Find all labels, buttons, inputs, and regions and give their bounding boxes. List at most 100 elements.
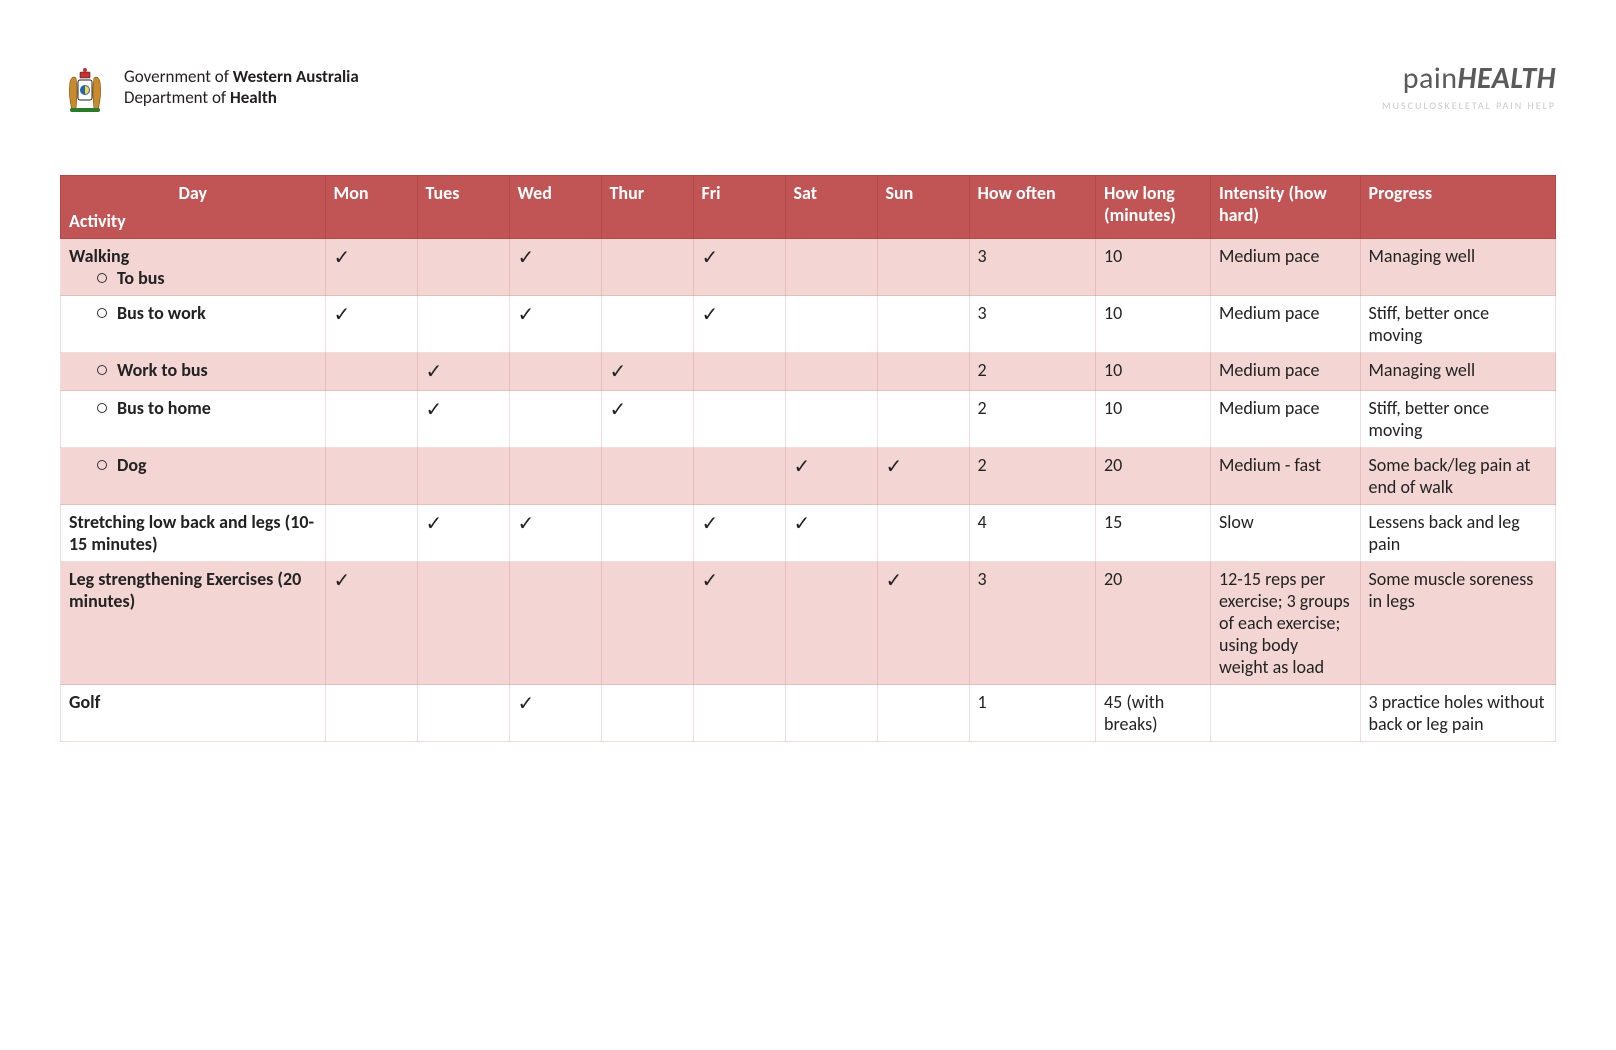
activity-sub: To bus <box>69 267 317 289</box>
cell-sat <box>785 353 877 391</box>
cell-fri: ✓ <box>693 239 785 296</box>
cell-tue <box>417 562 509 685</box>
cell-often: 1 <box>969 685 1096 742</box>
cell-activity: Bus to home <box>61 391 326 448</box>
col-progress: Progress <box>1360 176 1556 239</box>
cell-tue <box>417 448 509 505</box>
cell-tue <box>417 239 509 296</box>
bullet-icon <box>97 308 107 318</box>
activity-sub: Dog <box>69 454 317 476</box>
cell-tue <box>417 296 509 353</box>
cell-sun <box>877 353 969 391</box>
bullet-icon <box>97 365 107 375</box>
cell-intensity: Slow <box>1211 505 1361 562</box>
cell-often: 3 <box>969 296 1096 353</box>
table-row: Work to bus✓✓210Medium paceManaging well <box>61 353 1556 391</box>
cell-intensity: Medium pace <box>1211 353 1361 391</box>
cell-activity: WalkingTo bus <box>61 239 326 296</box>
cell-sun <box>877 685 969 742</box>
cell-fri <box>693 353 785 391</box>
cell-often: 2 <box>969 391 1096 448</box>
activity-main: Golf <box>69 691 317 713</box>
cell-thu <box>601 296 693 353</box>
gov-line2-bold: Health <box>230 87 277 108</box>
cell-fri: ✓ <box>693 562 785 685</box>
table-row: Bus to work✓✓✓310Medium paceStiff, bette… <box>61 296 1556 353</box>
activity-sub: Bus to work <box>69 302 317 324</box>
cell-long: 20 <box>1096 448 1211 505</box>
cell-progress: Managing well <box>1360 239 1556 296</box>
cell-wed <box>509 448 601 505</box>
cell-often: 2 <box>969 448 1096 505</box>
cell-wed <box>509 353 601 391</box>
table-row: Dog✓✓220Medium - fastSome back/leg pain … <box>61 448 1556 505</box>
activity-sub-label: Bus to home <box>117 397 211 419</box>
col-fri: Fri <box>693 176 785 239</box>
cell-fri: ✓ <box>693 505 785 562</box>
activity-sub-label: Work to bus <box>117 359 208 381</box>
col-sun: Sun <box>877 176 969 239</box>
col-tue: Tues <box>417 176 509 239</box>
brand-bold: HEALTH <box>1457 60 1556 97</box>
cell-fri <box>693 448 785 505</box>
cell-progress: Stiff, better once moving <box>1360 296 1556 353</box>
cell-sun <box>877 505 969 562</box>
cell-mon: ✓ <box>325 239 417 296</box>
bullet-icon <box>97 460 107 470</box>
header-day: Day <box>69 182 317 204</box>
col-thu: Thur <box>601 176 693 239</box>
cell-sat: ✓ <box>785 505 877 562</box>
cell-mon <box>325 391 417 448</box>
cell-thu <box>601 239 693 296</box>
cell-wed: ✓ <box>509 685 601 742</box>
gov-text: Government of Western Australia Departme… <box>124 67 359 108</box>
cell-long: 45 (with breaks) <box>1096 685 1211 742</box>
cell-thu <box>601 505 693 562</box>
cell-thu <box>601 685 693 742</box>
activity-main: Walking <box>69 245 317 267</box>
cell-tue: ✓ <box>417 391 509 448</box>
cell-progress: Lessens back and leg pain <box>1360 505 1556 562</box>
cell-thu: ✓ <box>601 353 693 391</box>
table-header: Day Activity Mon Tues Wed Thur Fri Sat S… <box>61 176 1556 239</box>
cell-activity: Stretching low back and legs (10-15 minu… <box>61 505 326 562</box>
table-row: Stretching low back and legs (10-15 minu… <box>61 505 1556 562</box>
cell-thu: ✓ <box>601 391 693 448</box>
crest-icon <box>60 60 110 115</box>
cell-mon: ✓ <box>325 562 417 685</box>
gov-line1-bold: Western Australia <box>233 66 359 87</box>
cell-wed: ✓ <box>509 505 601 562</box>
activity-sub-label: Dog <box>117 454 147 476</box>
cell-activity: Work to bus <box>61 353 326 391</box>
activity-sub: Bus to home <box>69 397 317 419</box>
cell-tue: ✓ <box>417 353 509 391</box>
activity-main: Stretching low back and legs (10-15 minu… <box>69 511 317 555</box>
cell-long: 10 <box>1096 391 1211 448</box>
cell-intensity: Medium pace <box>1211 391 1361 448</box>
gov-line1-pre: Government of <box>124 66 233 87</box>
brand-tagline: MUSCULOSKELETAL PAIN HELP <box>1382 99 1556 112</box>
cell-thu <box>601 448 693 505</box>
header-activity: Activity <box>69 210 126 232</box>
brand-thin: pain <box>1403 60 1458 97</box>
cell-sun <box>877 239 969 296</box>
cell-mon <box>325 448 417 505</box>
brand-logo: painHEALTH MUSCULOSKELETAL PAIN HELP <box>1382 60 1556 112</box>
cell-tue <box>417 685 509 742</box>
cell-wed <box>509 562 601 685</box>
col-intensity: Intensity (how hard) <box>1211 176 1361 239</box>
cell-sun: ✓ <box>877 448 969 505</box>
cell-often: 3 <box>969 239 1096 296</box>
cell-fri <box>693 391 785 448</box>
cell-progress: Managing well <box>1360 353 1556 391</box>
cell-intensity: Medium pace <box>1211 296 1361 353</box>
cell-activity: Dog <box>61 448 326 505</box>
cell-mon <box>325 505 417 562</box>
activity-plan-table: Day Activity Mon Tues Wed Thur Fri Sat S… <box>60 175 1556 742</box>
cell-tue: ✓ <box>417 505 509 562</box>
col-often: How often <box>969 176 1096 239</box>
cell-activity: Golf <box>61 685 326 742</box>
cell-intensity: Medium pace <box>1211 239 1361 296</box>
cell-activity: Leg strengthening Exercises (20 minutes) <box>61 562 326 685</box>
gov-logo-block: Government of Western Australia Departme… <box>60 60 359 115</box>
